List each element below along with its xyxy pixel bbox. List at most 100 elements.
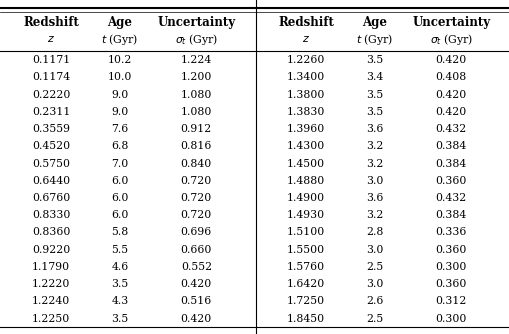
Text: 3.6: 3.6 xyxy=(365,124,383,134)
Text: 1.080: 1.080 xyxy=(180,90,212,100)
Text: 0.2220: 0.2220 xyxy=(32,90,70,100)
Text: Age: Age xyxy=(107,16,132,29)
Text: 0.3559: 0.3559 xyxy=(32,124,70,134)
Text: $z$: $z$ xyxy=(301,34,309,44)
Text: 4.6: 4.6 xyxy=(111,262,128,272)
Text: 0.420: 0.420 xyxy=(435,107,466,117)
Text: 3.4: 3.4 xyxy=(365,72,383,82)
Text: 3.0: 3.0 xyxy=(365,279,383,289)
Text: 0.5750: 0.5750 xyxy=(32,159,70,169)
Text: 0.6440: 0.6440 xyxy=(32,176,70,186)
Text: Redshift: Redshift xyxy=(23,16,79,29)
Text: 10.2: 10.2 xyxy=(107,55,132,65)
Text: 0.420: 0.420 xyxy=(435,90,466,100)
Text: 3.2: 3.2 xyxy=(365,141,383,151)
Text: 1.2240: 1.2240 xyxy=(32,297,70,307)
Text: 1.2260: 1.2260 xyxy=(286,55,325,65)
Text: 0.432: 0.432 xyxy=(435,124,466,134)
Text: 0.8330: 0.8330 xyxy=(32,210,70,220)
Text: 1.080: 1.080 xyxy=(180,107,212,117)
Text: 0.8360: 0.8360 xyxy=(32,227,70,237)
Text: 0.360: 0.360 xyxy=(435,279,466,289)
Text: 0.516: 0.516 xyxy=(180,297,212,307)
Text: 0.9220: 0.9220 xyxy=(32,245,70,255)
Text: 0.912: 0.912 xyxy=(180,124,212,134)
Text: 0.6760: 0.6760 xyxy=(32,193,70,203)
Text: 1.5760: 1.5760 xyxy=(287,262,324,272)
Text: Age: Age xyxy=(361,16,387,29)
Text: 0.4520: 0.4520 xyxy=(32,141,70,151)
Text: 0.2311: 0.2311 xyxy=(32,107,70,117)
Text: 1.6420: 1.6420 xyxy=(286,279,325,289)
Text: 3.2: 3.2 xyxy=(365,210,383,220)
Text: 0.552: 0.552 xyxy=(180,262,212,272)
Text: 1.4300: 1.4300 xyxy=(286,141,325,151)
Text: Uncertainty: Uncertainty xyxy=(157,16,235,29)
Text: 0.312: 0.312 xyxy=(435,297,466,307)
Text: 3.6: 3.6 xyxy=(365,193,383,203)
Text: 9.0: 9.0 xyxy=(111,107,128,117)
Text: 1.4500: 1.4500 xyxy=(287,159,324,169)
Text: 0.420: 0.420 xyxy=(435,55,466,65)
Text: 9.0: 9.0 xyxy=(111,90,128,100)
Text: 2.5: 2.5 xyxy=(365,314,383,324)
Text: 3.5: 3.5 xyxy=(365,90,383,100)
Text: 10.0: 10.0 xyxy=(107,72,132,82)
Text: 6.0: 6.0 xyxy=(111,176,128,186)
Text: 3.2: 3.2 xyxy=(365,159,383,169)
Text: 1.5100: 1.5100 xyxy=(286,227,325,237)
Text: 1.3800: 1.3800 xyxy=(286,90,325,100)
Text: Uncertainty: Uncertainty xyxy=(411,16,490,29)
Text: 0.840: 0.840 xyxy=(180,159,212,169)
Text: 0.1171: 0.1171 xyxy=(32,55,70,65)
Text: 0.336: 0.336 xyxy=(435,227,466,237)
Text: 0.1174: 0.1174 xyxy=(32,72,70,82)
Text: 1.4900: 1.4900 xyxy=(287,193,324,203)
Text: 7.6: 7.6 xyxy=(111,124,128,134)
Text: 1.224: 1.224 xyxy=(180,55,212,65)
Text: $t$ (Gyr): $t$ (Gyr) xyxy=(101,32,138,47)
Text: 0.360: 0.360 xyxy=(435,176,466,186)
Text: 1.4930: 1.4930 xyxy=(287,210,324,220)
Text: 3.0: 3.0 xyxy=(365,245,383,255)
Text: 6.8: 6.8 xyxy=(111,141,128,151)
Text: 0.720: 0.720 xyxy=(180,193,212,203)
Text: $\sigma_t$ (Gyr): $\sigma_t$ (Gyr) xyxy=(429,32,472,47)
Text: 0.420: 0.420 xyxy=(180,314,212,324)
Text: 0.408: 0.408 xyxy=(435,72,466,82)
Text: $\sigma_t$ (Gyr): $\sigma_t$ (Gyr) xyxy=(175,32,217,47)
Text: 4.3: 4.3 xyxy=(111,297,128,307)
Text: 0.720: 0.720 xyxy=(180,176,212,186)
Text: 1.3960: 1.3960 xyxy=(286,124,325,134)
Text: 5.8: 5.8 xyxy=(111,227,128,237)
Text: 3.5: 3.5 xyxy=(111,279,128,289)
Text: 0.384: 0.384 xyxy=(435,210,466,220)
Text: $t$ (Gyr): $t$ (Gyr) xyxy=(355,32,393,47)
Text: 1.3830: 1.3830 xyxy=(286,107,325,117)
Text: 0.660: 0.660 xyxy=(180,245,212,255)
Text: 1.2250: 1.2250 xyxy=(32,314,70,324)
Text: 7.0: 7.0 xyxy=(111,159,128,169)
Text: 1.8450: 1.8450 xyxy=(287,314,324,324)
Text: 0.816: 0.816 xyxy=(180,141,212,151)
Text: 6.0: 6.0 xyxy=(111,210,128,220)
Text: 0.384: 0.384 xyxy=(435,141,466,151)
Text: 0.696: 0.696 xyxy=(180,227,212,237)
Text: 1.1790: 1.1790 xyxy=(32,262,70,272)
Text: 0.360: 0.360 xyxy=(435,245,466,255)
Text: 0.420: 0.420 xyxy=(180,279,212,289)
Text: 3.0: 3.0 xyxy=(365,176,383,186)
Text: 3.5: 3.5 xyxy=(365,107,383,117)
Text: 1.4880: 1.4880 xyxy=(286,176,325,186)
Text: 0.432: 0.432 xyxy=(435,193,466,203)
Text: 1.2220: 1.2220 xyxy=(32,279,70,289)
Text: 1.7250: 1.7250 xyxy=(287,297,324,307)
Text: 0.300: 0.300 xyxy=(435,314,466,324)
Text: 0.384: 0.384 xyxy=(435,159,466,169)
Text: 2.8: 2.8 xyxy=(365,227,383,237)
Text: 3.5: 3.5 xyxy=(111,314,128,324)
Text: 0.300: 0.300 xyxy=(435,262,466,272)
Text: 1.200: 1.200 xyxy=(180,72,212,82)
Text: 5.5: 5.5 xyxy=(111,245,128,255)
Text: 1.3400: 1.3400 xyxy=(286,72,325,82)
